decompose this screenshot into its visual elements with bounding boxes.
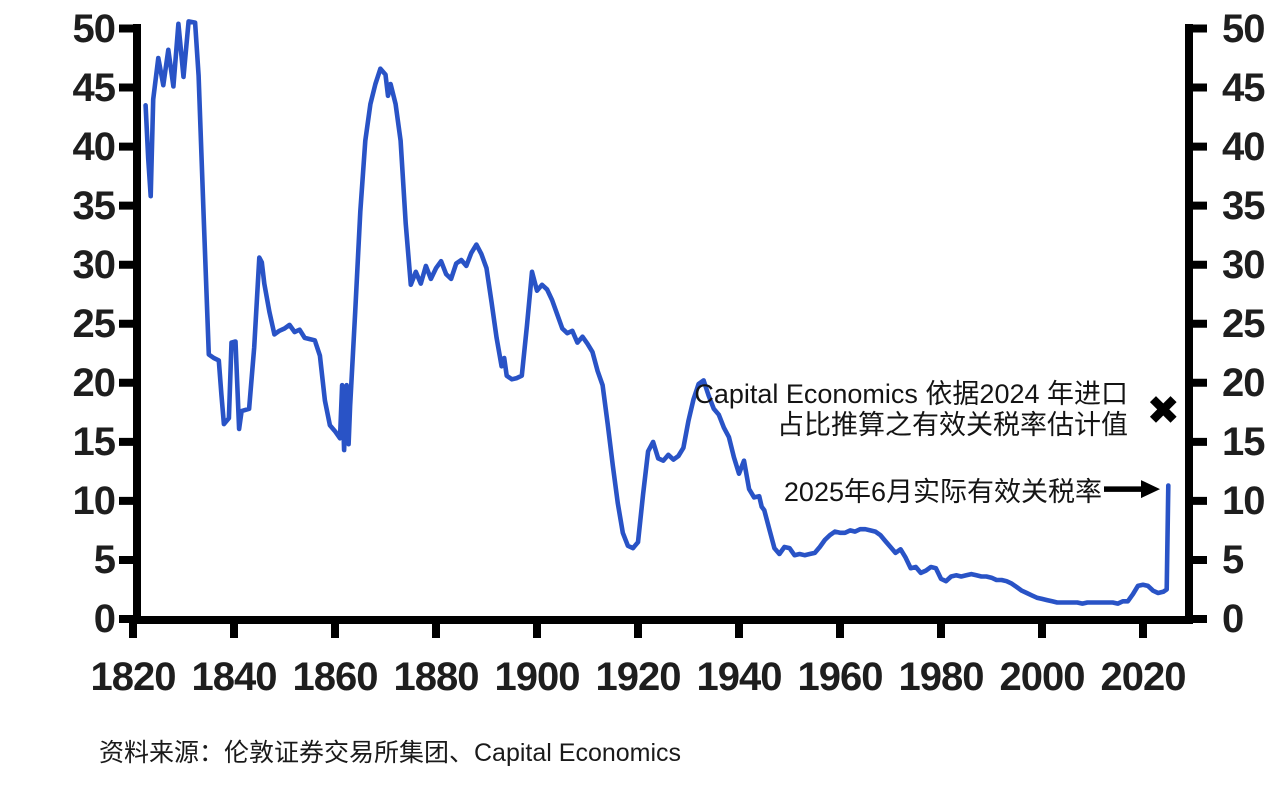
y-tick-label-left: 50 [72,6,117,51]
y-tick-label-right: 25 [1222,301,1266,346]
annotation-ce-estimate-line1: Capital Economics 依据2024 年进口 [694,379,1128,409]
y-tick-label-right: 20 [1222,360,1266,405]
x-tick-label: 1840 [191,655,278,699]
y-tick-label-left: 45 [72,65,117,110]
x-tick-label: 1980 [898,655,985,699]
x-tick-label: 1880 [393,655,480,699]
y-tick-label-left: 15 [72,419,117,464]
x-tick-label: 1920 [595,655,682,699]
y-tick-label-right: 40 [1222,124,1266,169]
y-tick-label-right: 5 [1222,537,1244,582]
y-tick-label-left: 10 [72,478,117,523]
annotation-ce-estimate: Capital Economics 依据2024 年进口 占比推算之有效关税率估… [640,379,1128,441]
y-tick-label-right: 50 [1222,6,1266,51]
y-tick-label-left: 35 [72,183,117,228]
x-tick-label: 1900 [494,655,581,699]
source-note: 资料来源：伦敦证券交易所集团、Capital Economics [99,739,682,767]
annotation-june-2025-tariff: 2025年6月实际有效关税率 [783,477,1102,507]
tariff-rate-line [143,19,1171,606]
arrow-head-icon [1141,480,1160,499]
y-tick-label-right: 0 [1222,597,1244,641]
y-tick-label-left: 40 [72,124,117,169]
y-tick-label-right: 15 [1222,419,1266,464]
y-tick-label-right: 45 [1222,65,1266,110]
annotation-ce-estimate-line2: 占比推算之有效关税率估计值 [777,410,1128,440]
x-tick-label: 2020 [1100,655,1187,699]
x-marker-icon: ✖ [1146,388,1180,434]
x-tick-label: 1960 [797,655,884,699]
y-tick-label-right: 10 [1222,478,1266,523]
x-tick-label: 1940 [696,655,783,699]
x-tick-label: 1860 [292,655,379,699]
y-tick-label-right: 30 [1222,242,1266,287]
x-tick-label: 2000 [999,655,1086,699]
y-tick-label-left: 25 [72,301,117,346]
y-tick-label-left: 0 [93,597,116,641]
y-tick-label-left: 5 [93,537,116,582]
y-tick-label-left: 20 [72,360,117,405]
x-tick-label: 1820 [90,655,177,699]
y-tick-label-left: 30 [72,242,117,287]
y-tick-label-right: 35 [1222,183,1266,228]
